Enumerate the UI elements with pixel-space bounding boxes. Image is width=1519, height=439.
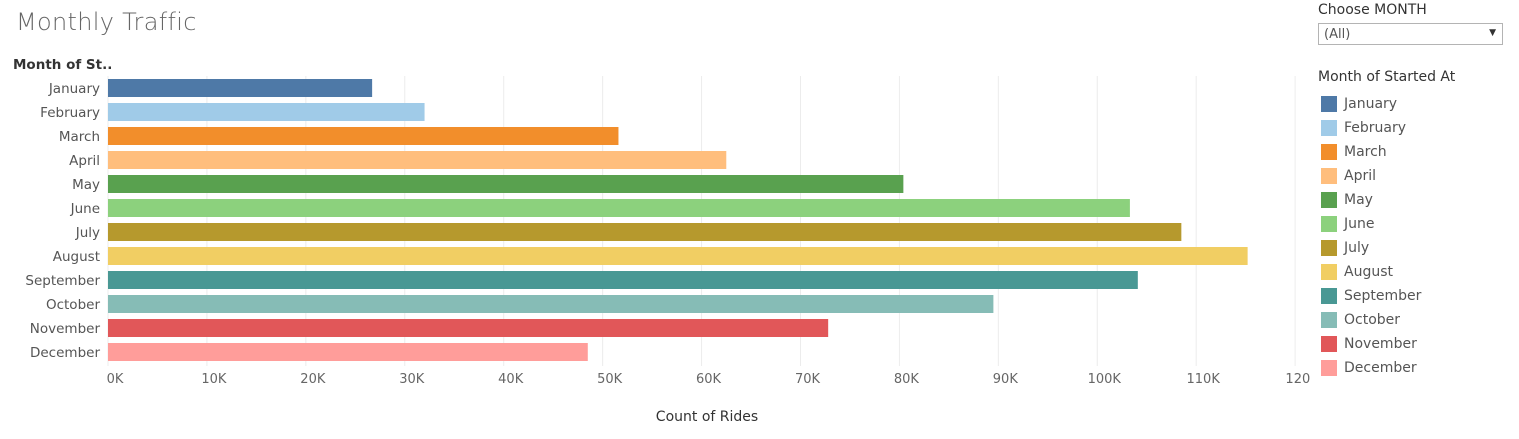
legend-label: January <box>1344 96 1398 112</box>
legend-swatch <box>1321 96 1337 112</box>
legend-label: September <box>1344 288 1422 304</box>
y-category-label: November <box>30 321 101 337</box>
x-tick-label: 70K <box>795 372 821 387</box>
legend-swatch <box>1321 168 1337 184</box>
bar-may[interactable] <box>108 175 904 193</box>
bar-march[interactable] <box>108 127 619 145</box>
x-tick-label: 40K <box>498 372 524 387</box>
filter-title: Choose MONTH <box>1318 2 1427 18</box>
legend-item-october[interactable]: October <box>1321 308 1421 332</box>
y-category-label: June <box>70 201 100 217</box>
y-category-label: August <box>53 249 100 265</box>
legend-label: February <box>1344 120 1407 136</box>
filter-selected-value: (All) <box>1324 27 1351 42</box>
legend-swatch <box>1321 192 1337 208</box>
y-category-label: May <box>72 177 100 193</box>
legend-label: April <box>1344 168 1376 184</box>
y-category-label: March <box>59 129 100 145</box>
legend-item-september[interactable]: September <box>1321 284 1421 308</box>
row-dimension-header: Month of St.. <box>13 57 113 73</box>
legend-swatch <box>1321 216 1337 232</box>
legend-swatch <box>1321 264 1337 280</box>
legend-swatch <box>1321 360 1337 376</box>
legend: January February March April May June July Augu… <box>1321 92 1421 380</box>
bar-february[interactable] <box>108 103 425 121</box>
legend-label: August <box>1344 264 1393 280</box>
x-tick-label: 90K <box>993 372 1019 387</box>
x-tick-label: 110K <box>1187 372 1221 387</box>
bar-november[interactable] <box>108 319 829 337</box>
y-category-label: December <box>30 345 100 361</box>
x-tick-label: 30K <box>399 372 425 387</box>
legend-label: March <box>1344 144 1387 160</box>
legend-item-june[interactable]: June <box>1321 212 1421 236</box>
legend-swatch <box>1321 312 1337 328</box>
x-tick-label: 10K <box>201 372 227 387</box>
month-filter-dropdown[interactable]: (All) ▼ <box>1318 23 1503 45</box>
chart-title: Monthly Traffic <box>16 8 197 36</box>
legend-label: December <box>1344 360 1417 376</box>
y-category-label: July <box>75 225 100 241</box>
bar-april[interactable] <box>108 151 727 169</box>
legend-label: July <box>1344 240 1370 256</box>
legend-label: June <box>1344 216 1375 232</box>
legend-title: Month of Started At <box>1318 69 1456 85</box>
y-category-label: February <box>40 105 100 121</box>
bar-september[interactable] <box>108 271 1138 289</box>
legend-swatch <box>1321 288 1337 304</box>
legend-item-november[interactable]: November <box>1321 332 1421 356</box>
y-category-label: April <box>69 153 100 169</box>
x-tick-label: 20K <box>300 372 326 387</box>
legend-item-march[interactable]: March <box>1321 140 1421 164</box>
x-tick-label: 50K <box>597 372 623 387</box>
legend-swatch <box>1321 336 1337 352</box>
legend-swatch <box>1321 240 1337 256</box>
bar-july[interactable] <box>108 223 1182 241</box>
legend-label: May <box>1344 192 1373 208</box>
legend-item-february[interactable]: February <box>1321 116 1421 140</box>
x-axis-label: Count of Rides <box>656 409 758 425</box>
dropdown-arrow-icon: ▼ <box>1489 28 1496 38</box>
x-tick-label: 80K <box>894 372 920 387</box>
bar-january[interactable] <box>108 79 373 97</box>
legend-label: November <box>1344 336 1417 352</box>
bar-june[interactable] <box>108 199 1130 217</box>
legend-item-april[interactable]: April <box>1321 164 1421 188</box>
legend-swatch <box>1321 120 1337 136</box>
bar-december[interactable] <box>108 343 588 361</box>
legend-item-january[interactable]: January <box>1321 92 1421 116</box>
y-category-label: October <box>46 297 100 313</box>
bar-chart: January February March April May June July Augu… <box>25 76 1310 425</box>
x-tick-label: 0K <box>107 372 124 387</box>
x-tick-label: 60K <box>696 372 722 387</box>
legend-item-may[interactable]: May <box>1321 188 1421 212</box>
legend-swatch <box>1321 144 1337 160</box>
legend-item-july[interactable]: July <box>1321 236 1421 260</box>
bar-august[interactable] <box>108 247 1248 265</box>
legend-label: October <box>1344 312 1401 328</box>
y-category-label: September <box>25 273 100 289</box>
x-tick-label: 120K <box>1285 372 1310 387</box>
bar-october[interactable] <box>108 295 994 313</box>
y-category-label: January <box>48 81 100 97</box>
x-tick-label: 100K <box>1088 372 1122 387</box>
legend-item-august[interactable]: August <box>1321 260 1421 284</box>
legend-item-december[interactable]: December <box>1321 356 1421 380</box>
